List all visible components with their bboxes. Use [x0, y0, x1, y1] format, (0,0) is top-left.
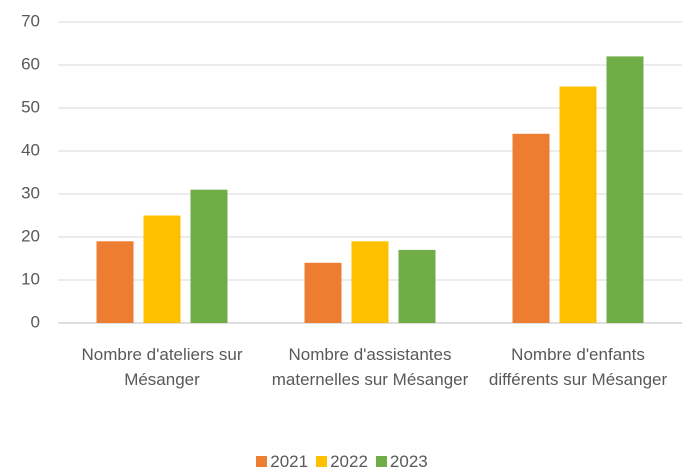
- x-tick-label: Nombre d'enfants différents sur Mésanger: [488, 345, 668, 389]
- y-tick-label: 20: [21, 226, 40, 245]
- y-tick-label: 70: [21, 11, 40, 30]
- legend-item: 2022: [316, 452, 368, 472]
- legend-item: 2021: [256, 452, 308, 472]
- bar: [606, 56, 644, 324]
- bar: [96, 241, 134, 323]
- bar: [190, 189, 228, 323]
- legend: 2021 2022 2023: [0, 452, 684, 472]
- legend-label: 2023: [389, 452, 428, 471]
- legend-swatch: [256, 456, 268, 467]
- bar: [512, 133, 550, 323]
- y-tick-label: 60: [21, 54, 40, 73]
- x-tick-label: Nombre d'assistantes maternelles sur Més…: [271, 345, 469, 389]
- bar: [143, 215, 181, 323]
- x-tick-label: Nombre d'ateliers sur Mésanger: [81, 345, 243, 389]
- bar: [559, 86, 597, 323]
- legend-label: 2022: [330, 452, 368, 471]
- y-tick-label: 0: [31, 312, 40, 331]
- legend-swatch: [316, 456, 328, 467]
- bar: [304, 262, 342, 323]
- legend-swatch: [375, 456, 387, 467]
- y-tick-label: 10: [21, 269, 40, 288]
- legend-item: 2023: [375, 452, 428, 472]
- y-tick-label: 50: [21, 97, 40, 116]
- y-tick-label: 30: [21, 183, 40, 202]
- bar: [351, 241, 389, 323]
- bar: [398, 249, 436, 323]
- y-tick-label: 40: [21, 140, 40, 159]
- legend-label: 2021: [270, 452, 309, 471]
